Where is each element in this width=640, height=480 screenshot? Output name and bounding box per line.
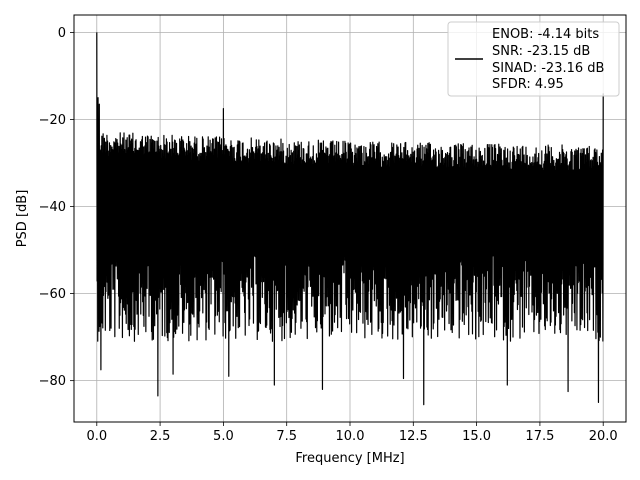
x-tick-label: 10.0 <box>336 429 365 444</box>
psd-series <box>96 32 604 406</box>
y-tick-label: −40 <box>39 200 66 215</box>
psd-line <box>96 32 604 406</box>
y-tick-label: −80 <box>39 374 66 389</box>
y-tick-label: −20 <box>39 113 66 128</box>
x-tick-label: 15.0 <box>462 429 491 444</box>
x-tick-label: 7.5 <box>276 429 297 444</box>
x-tick-label: 5.0 <box>213 429 234 444</box>
ticks <box>70 32 604 426</box>
x-tick-label: 0.0 <box>86 429 107 444</box>
tick-labels: 0.0 2.5 5.0 7.5 10.0 12.5 15.0 17.5 20.0 0 −20 −40 −… <box>39 26 618 444</box>
y-tick-label: 0 <box>58 26 66 41</box>
y-tick-label: −60 <box>39 287 66 302</box>
x-tick-label: 12.5 <box>399 429 428 444</box>
x-tick-label: 2.5 <box>150 429 171 444</box>
legend-line-sinad: SINAD: -23.16 dB <box>492 61 604 76</box>
legend-line-sfdr: SFDR: 4.95 <box>492 77 564 92</box>
legend: ENOB: -4.14 bits SNR: -23.15 dB SINAD: -… <box>447 21 620 97</box>
x-axis-label: Frequency [MHz] <box>295 451 404 466</box>
legend-line-enob: ENOB: -4.14 bits <box>492 27 599 42</box>
legend-box <box>447 21 620 97</box>
y-axis-label: PSD [dB] <box>15 190 30 248</box>
legend-line-snr: SNR: -23.15 dB <box>492 44 590 59</box>
x-tick-label: 17.5 <box>525 429 554 444</box>
x-tick-label: 20.0 <box>589 429 618 444</box>
